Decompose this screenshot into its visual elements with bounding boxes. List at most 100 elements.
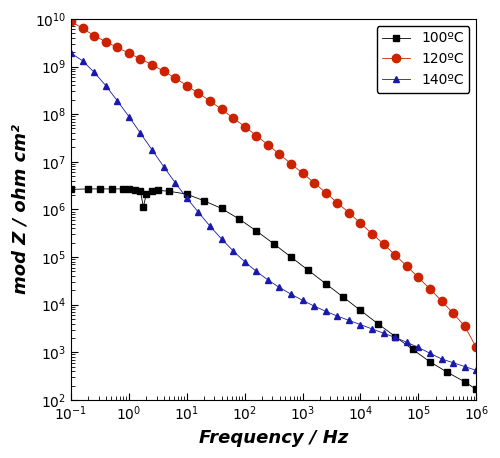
140ºC	[207, 224, 213, 229]
100ºC	[140, 204, 146, 210]
100ºC	[236, 216, 242, 222]
120ºC	[462, 323, 468, 329]
120ºC	[218, 107, 224, 112]
100ºC	[410, 347, 416, 352]
100ºC	[340, 294, 346, 300]
100ºC	[138, 189, 143, 194]
120ºC	[311, 180, 317, 185]
120ºC	[80, 26, 86, 31]
120ºC	[358, 220, 364, 226]
140ºC	[230, 248, 236, 254]
140ºC	[160, 164, 166, 169]
120ºC	[149, 62, 155, 67]
100ºC	[288, 254, 294, 260]
100ºC	[126, 187, 132, 192]
100ºC	[322, 281, 328, 286]
100ºC	[444, 370, 450, 375]
120ºC	[102, 39, 108, 44]
100ºC	[155, 188, 161, 193]
120ºC	[427, 286, 433, 292]
Legend: 100ºC, 120ºC, 140ºC: 100ºC, 120ºC, 140ºC	[376, 26, 470, 93]
140ºC	[218, 236, 224, 242]
140ºC	[265, 277, 271, 283]
120ºC	[68, 18, 74, 24]
120ºC	[416, 275, 422, 280]
120ºC	[138, 56, 143, 62]
140ºC	[334, 313, 340, 319]
100ºC	[427, 359, 433, 365]
100ºC	[473, 387, 479, 392]
Line: 140ºC: 140ºC	[68, 50, 480, 374]
120ºC	[196, 90, 202, 96]
100ºC	[201, 198, 207, 203]
140ºC	[369, 326, 375, 332]
120ºC	[438, 298, 444, 304]
140ºC	[404, 339, 410, 345]
140ºC	[242, 259, 248, 265]
100ºC	[218, 206, 224, 211]
Line: 100ºC: 100ºC	[68, 186, 479, 392]
100ºC	[144, 191, 150, 197]
100ºC	[132, 187, 138, 193]
140ºC	[288, 291, 294, 297]
120ºC	[276, 152, 282, 157]
120ºC	[346, 210, 352, 215]
140ºC	[91, 70, 97, 75]
X-axis label: Frequency / Hz: Frequency / Hz	[199, 429, 348, 447]
100ºC	[120, 186, 126, 191]
140ºC	[427, 350, 433, 356]
140ºC	[114, 98, 120, 104]
100ºC	[462, 379, 468, 385]
140ºC	[380, 331, 386, 336]
140ºC	[416, 345, 422, 350]
120ºC	[450, 311, 456, 316]
120ºC	[184, 83, 190, 88]
120ºC	[334, 200, 340, 206]
120ºC	[114, 45, 120, 50]
100ºC	[108, 186, 114, 191]
100ºC	[86, 186, 91, 191]
140ºC	[462, 364, 468, 369]
140ºC	[254, 268, 260, 274]
140ºC	[138, 131, 143, 136]
140ºC	[172, 180, 178, 185]
100ºC	[97, 186, 103, 191]
120ºC	[207, 98, 213, 104]
140ºC	[196, 209, 202, 215]
120ºC	[380, 241, 386, 247]
140ºC	[184, 195, 190, 201]
120ºC	[369, 231, 375, 236]
140ºC	[102, 83, 108, 88]
120ºC	[160, 69, 166, 74]
Line: 120ºC: 120ºC	[67, 17, 480, 352]
120ºC	[265, 142, 271, 147]
140ºC	[68, 50, 74, 56]
120ºC	[404, 263, 410, 269]
140ºC	[149, 147, 155, 153]
140ºC	[450, 360, 456, 365]
140ºC	[276, 285, 282, 290]
120ºC	[172, 75, 178, 81]
100ºC	[375, 321, 381, 327]
120ºC	[254, 133, 260, 138]
140ºC	[358, 322, 364, 327]
100ºC	[306, 267, 312, 273]
100ºC	[358, 308, 364, 313]
140ºC	[392, 335, 398, 340]
120ºC	[242, 124, 248, 129]
120ºC	[230, 115, 236, 121]
100ºC	[166, 189, 172, 194]
120ºC	[300, 170, 306, 176]
140ºC	[126, 114, 132, 119]
140ºC	[322, 309, 328, 314]
120ºC	[126, 50, 132, 56]
140ºC	[473, 368, 479, 373]
100ºC	[392, 334, 398, 339]
140ºC	[346, 317, 352, 323]
140ºC	[80, 58, 86, 64]
140ºC	[311, 303, 317, 309]
100ºC	[184, 191, 190, 197]
120ºC	[392, 252, 398, 258]
120ºC	[473, 345, 479, 350]
100ºC	[270, 241, 276, 246]
